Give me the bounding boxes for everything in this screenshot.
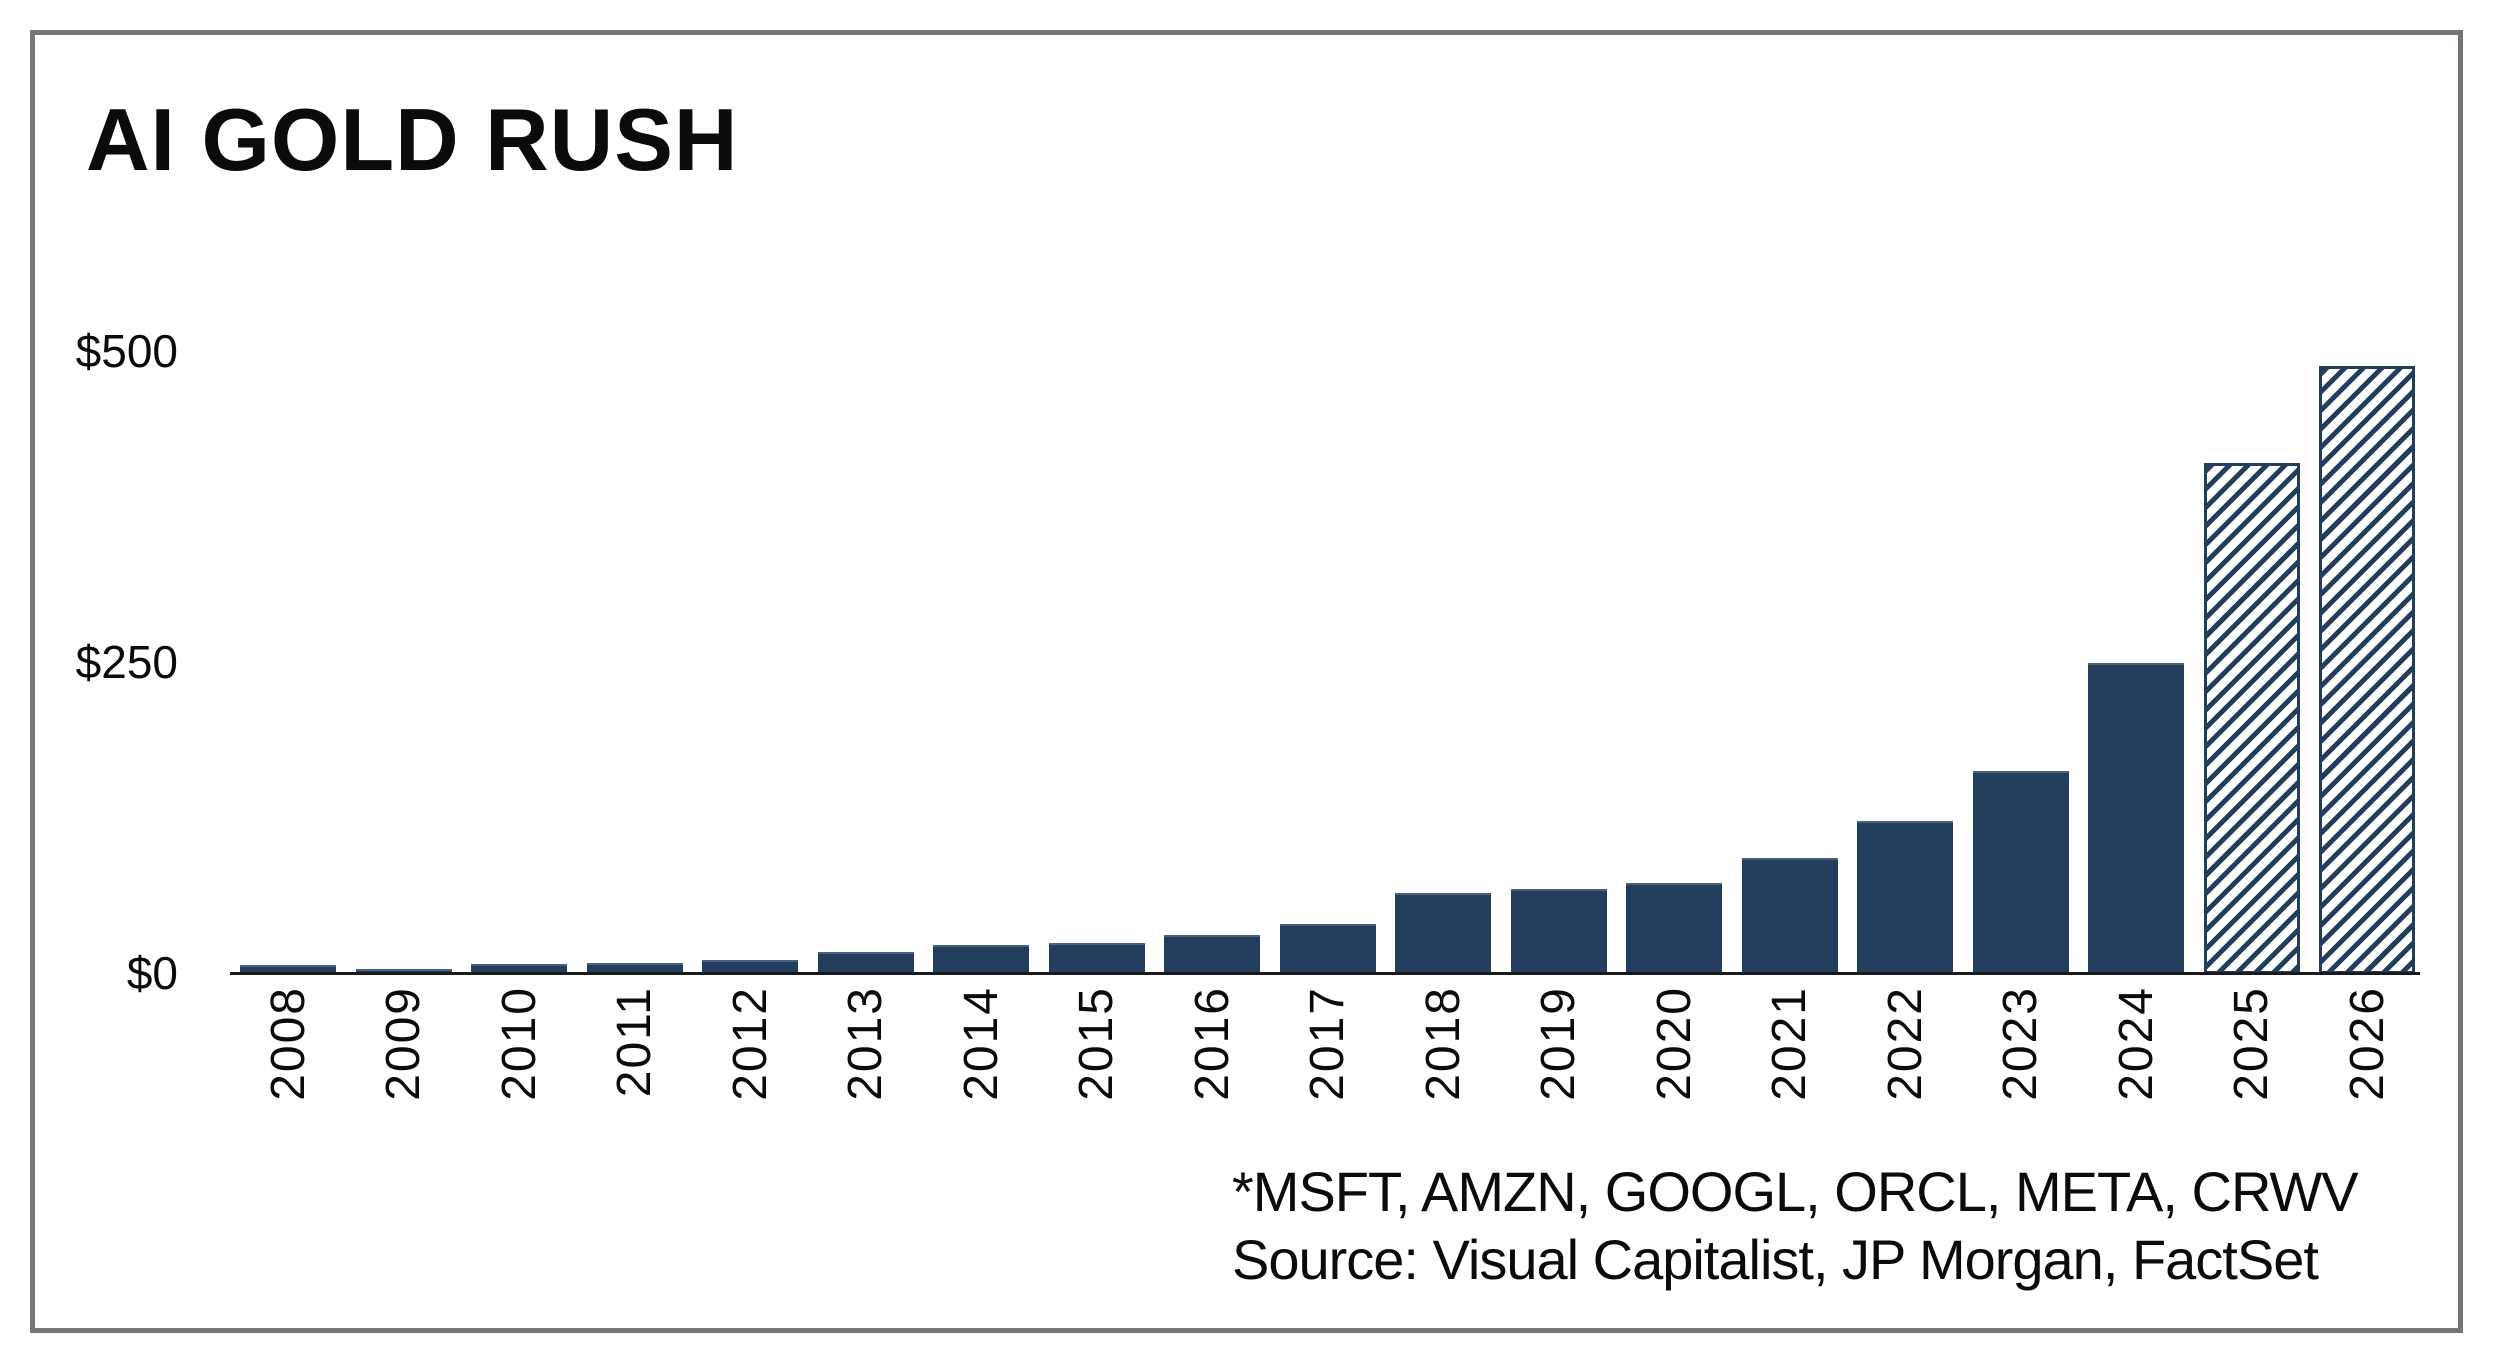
bar-2012 (702, 960, 798, 974)
x-tick-2008: 2008 (240, 986, 336, 1126)
x-axis-label-2012: 2012 (723, 986, 777, 1101)
x-tick-2011: 2011 (587, 986, 683, 1126)
x-tick-2026: 2026 (2319, 986, 2415, 1126)
x-axis-label-2011: 2011 (608, 986, 661, 1098)
x-tick-2023: 2023 (1973, 986, 2069, 1126)
bar-2019 (1510, 889, 1607, 974)
x-tick-2009: 2009 (356, 986, 452, 1126)
x-tick-2025: 2025 (2204, 986, 2300, 1126)
x-axis-labels: 2008 2009 2010 2011 2012 2013 2014 2015 2016 2017… (240, 986, 2415, 1126)
x-axis-label-2020: 2020 (1647, 986, 1701, 1101)
bar-2016 (1164, 935, 1260, 974)
x-tick-2010: 2010 (471, 986, 567, 1126)
x-axis-label-2023: 2023 (1994, 986, 2047, 1101)
bar-2009 (355, 969, 452, 974)
bar-2025-estimate (2203, 463, 2300, 974)
x-axis-label-2017: 2017 (1301, 986, 1354, 1101)
y-tick-label-250: $250 (75, 636, 178, 688)
x-axis-label-2008: 2008 (261, 986, 315, 1101)
x-axis-label-2013: 2013 (839, 986, 892, 1101)
x-tick-2013: 2013 (818, 986, 914, 1126)
footnote-block: *MSFT, AMZN, GOOGL, ORCL, META, CRWV Sou… (1232, 1158, 2359, 1294)
x-axis-label-2026: 2026 (2340, 986, 2394, 1101)
bar-2023 (1972, 771, 2069, 974)
x-axis-label-2021: 2021 (1763, 986, 1816, 1101)
x-axis-label-2009: 2009 (377, 986, 430, 1101)
bar-2015 (1048, 943, 1145, 974)
x-tick-2020: 2020 (1626, 986, 1722, 1126)
x-tick-2019: 2019 (1511, 986, 1607, 1126)
footnote-source: Source: Visual Capitalist, JP Morgan, Fa… (1232, 1228, 2319, 1291)
bar-2022 (1857, 821, 1953, 974)
x-tick-2016: 2016 (1164, 986, 1260, 1126)
bar-2021 (1741, 858, 1838, 974)
bar-2011 (586, 963, 683, 974)
x-tick-2018: 2018 (1395, 986, 1491, 1126)
bar-2020 (1626, 883, 1722, 974)
bar-2010 (471, 964, 567, 974)
x-tick-2022: 2022 (1857, 986, 1953, 1126)
bar-series (240, 352, 2415, 974)
bar-2014 (933, 945, 1029, 974)
x-axis-label-2018: 2018 (1416, 986, 1470, 1101)
x-tick-2012: 2012 (702, 986, 798, 1126)
x-axis-label-2010: 2010 (492, 986, 546, 1101)
x-axis-line (230, 972, 2420, 975)
x-axis-label-2025: 2025 (2225, 986, 2278, 1101)
bar-2018 (1395, 893, 1491, 974)
x-tick-2014: 2014 (933, 986, 1029, 1126)
bar-2017 (1279, 924, 1376, 974)
x-tick-2015: 2015 (1049, 986, 1145, 1126)
y-tick-label-500: $500 (75, 325, 178, 377)
chart-frame (30, 30, 2463, 1333)
x-tick-2021: 2021 (1742, 986, 1838, 1126)
x-axis-label-2019: 2019 (1532, 986, 1585, 1101)
x-tick-2017: 2017 (1280, 986, 1376, 1126)
bar-2013 (817, 952, 914, 974)
y-tick-label-0: $0 (126, 947, 178, 999)
bar-2008 (240, 965, 336, 974)
x-axis-label-2014: 2014 (954, 986, 1008, 1101)
x-axis-label-2015: 2015 (1070, 986, 1123, 1101)
x-tick-2024: 2024 (2088, 986, 2184, 1126)
chart-title: AI GOLD RUSH (86, 90, 739, 189)
bar-2024 (2088, 663, 2184, 974)
x-axis-label-2024: 2024 (2109, 986, 2163, 1101)
x-axis-label-2022: 2022 (1878, 986, 1932, 1101)
footnote-tickers: *MSFT, AMZN, GOOGL, ORCL, META, CRWV (1232, 1160, 2359, 1223)
x-axis-label-2016: 2016 (1185, 986, 1239, 1101)
bar-2026-estimate (2319, 366, 2415, 974)
